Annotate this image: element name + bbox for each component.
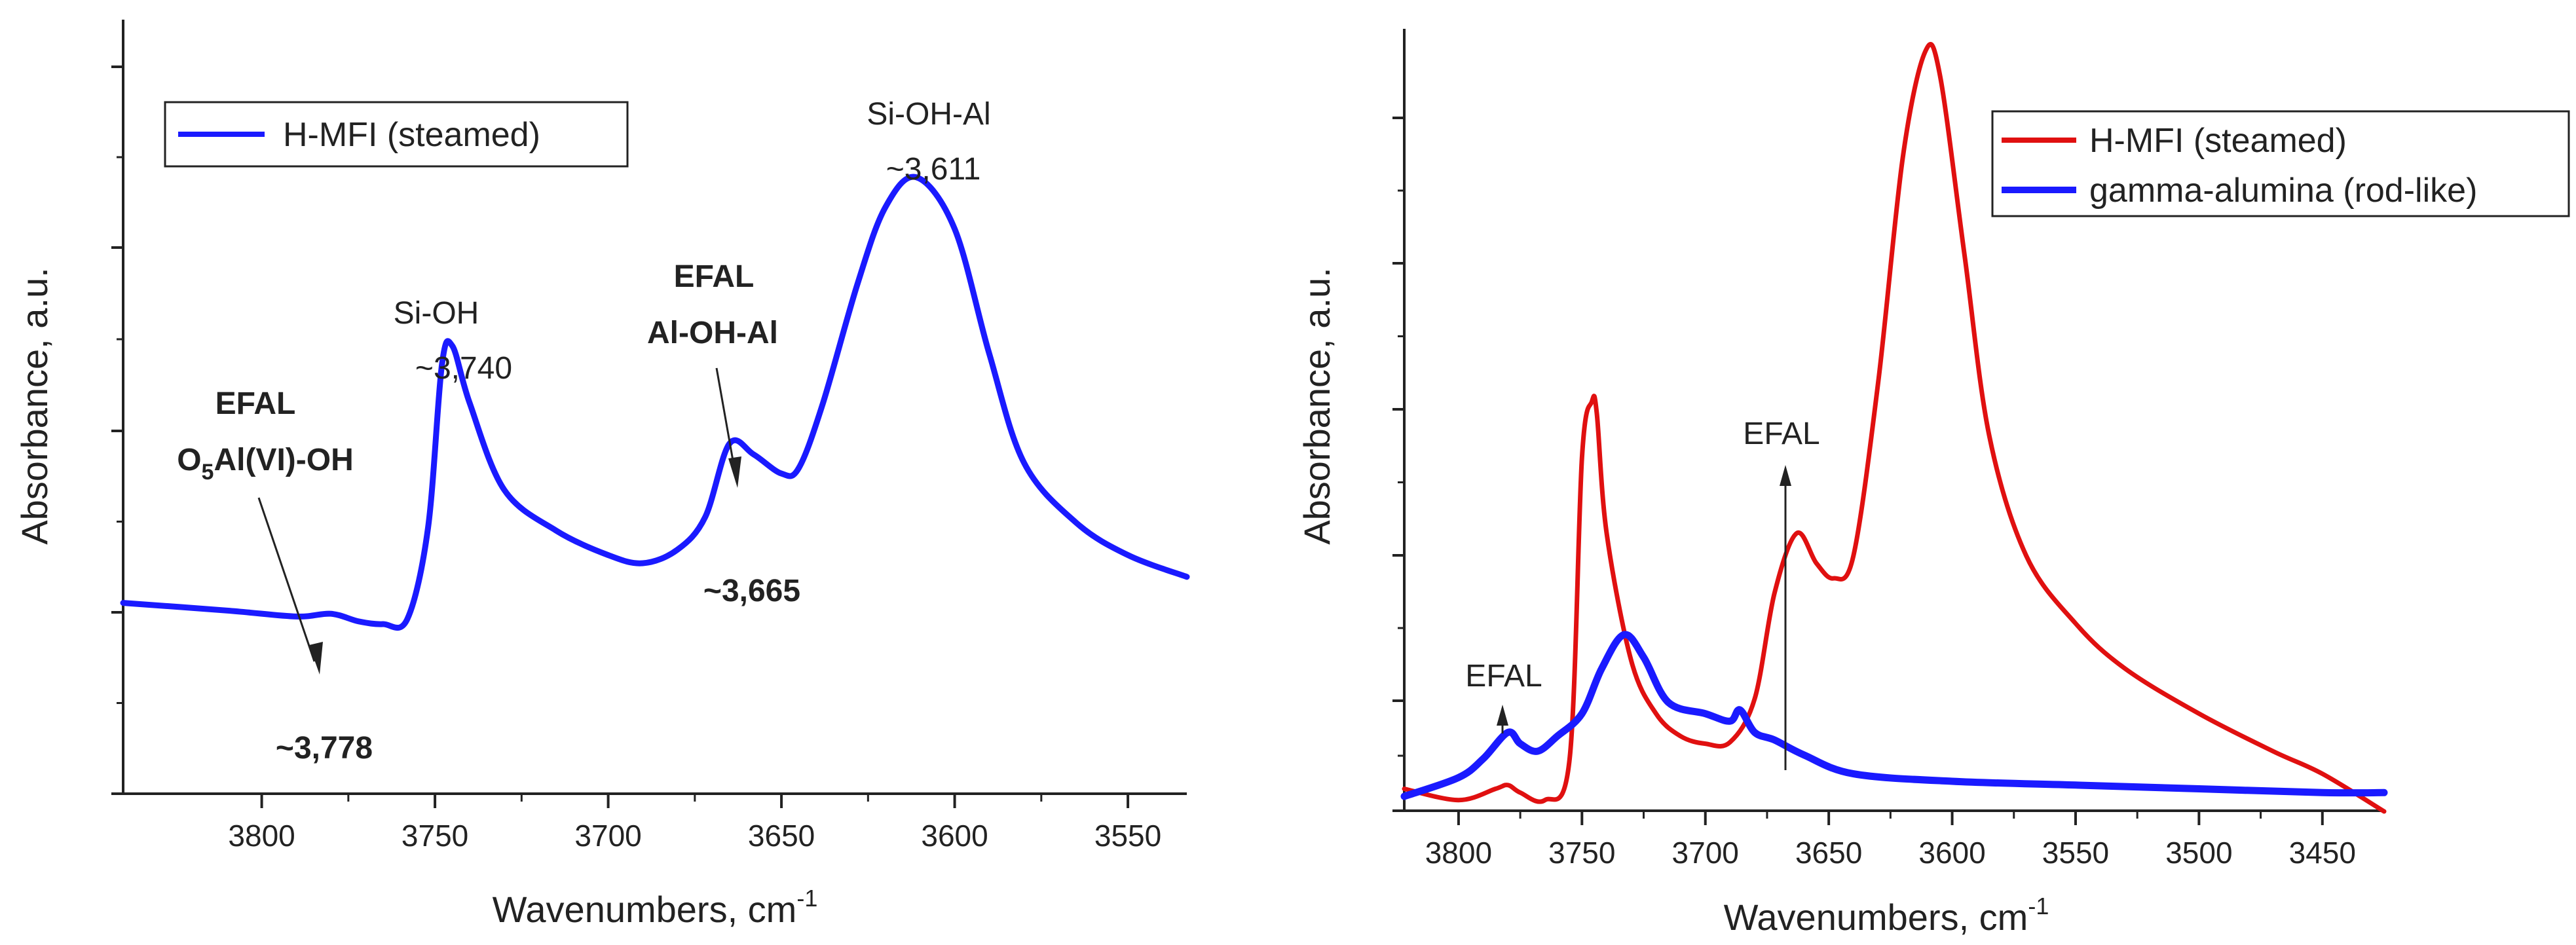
right-series-line-0 (1402, 42, 2387, 814)
left-x-tick-label: 3700 (574, 819, 641, 853)
right-legend: H-MFI (steamed) gamma-alumina (rod-like) (1991, 110, 2570, 217)
right-panel: 3800 3750 3700 3650 3600 3550 3500 3450 Absorba… (1296, 29, 2570, 938)
arrowhead-icon (1780, 465, 1791, 486)
right-x-tick-label: 3650 (1795, 836, 1862, 870)
left-x-tick-label: 3800 (228, 819, 295, 853)
annotation-efal-label: EFAL (1465, 659, 1542, 694)
arrowhead-icon (309, 642, 323, 675)
left-annotation-efal-aloh: EFAL Al-OH-Al (647, 259, 778, 488)
right-legend-label-alumina: gamma-alumina (rod-like) (2089, 172, 2477, 210)
left-annotation-3740: ~3,740 (415, 351, 512, 386)
right-x-tick-label: 3550 (2042, 836, 2109, 870)
left-annotation-efal-o5al: EFAL O5Al(VI)-OH (177, 386, 354, 675)
left-annotation-3611: ~3,611 (886, 152, 981, 187)
left-x-axis-title: Wavenumbers, cm-1 (493, 885, 818, 930)
right-legend-label-hmfi: H-MFI (steamed) (2089, 122, 2347, 160)
right-series-line-1 (1400, 631, 2388, 800)
annotation-aloh-label: Al-OH-Al (647, 316, 778, 350)
left-annotation-sioh: Si-OH (394, 296, 479, 331)
right-x-tick-label: 3600 (1918, 836, 1985, 870)
left-annotation-3778: ~3,778 (276, 731, 373, 766)
right-x-tick-label: 3500 (2165, 836, 2232, 870)
left-x-tick-label: 3750 (401, 819, 468, 853)
left-x-axis: 3800 3750 3700 3650 3600 3550 (123, 792, 1187, 853)
right-x-axis-title: Wavenumbers, cm-1 (1724, 893, 2049, 938)
annotation-arrow (257, 497, 316, 662)
left-x-tick-label: 3550 (1094, 819, 1161, 853)
left-y-axis-title: Absorbance, a.u. (14, 267, 55, 544)
right-y-axis-title: Absorbance, a.u. (1296, 267, 1337, 544)
annotation-efal-label: EFAL (674, 259, 755, 294)
left-y-axis (111, 20, 124, 795)
left-series-line-0 (120, 174, 1190, 631)
right-x-tick-label: 3450 (2289, 836, 2356, 870)
right-x-tick-label: 3800 (1425, 836, 1492, 870)
right-x-axis: 3800 3750 3700 3650 3600 3550 3500 3450 (1404, 809, 2384, 870)
left-annotation-sioal: Si-OH-Al (867, 97, 990, 132)
left-legend-label-hmfi: H-MFI (steamed) (283, 116, 540, 154)
left-annotation-3665: ~3,665 (703, 574, 800, 608)
annotation-o5al-label: O5Al(VI)-OH (177, 443, 354, 485)
left-panel: 3800 3750 3700 3650 3600 3550 Absorbance, a.u… (14, 20, 1190, 930)
left-x-tick-label: 3650 (748, 819, 815, 853)
right-x-tick-label: 3750 (1548, 836, 1615, 870)
arrowhead-icon (1497, 705, 1508, 726)
left-legend: H-MFI (steamed) (164, 101, 629, 168)
annotation-efal-label: EFAL (215, 386, 296, 421)
right-x-tick-label: 3700 (1672, 836, 1739, 870)
left-x-tick-label: 3600 (921, 819, 988, 853)
right-annotation-efal-1: EFAL (1465, 659, 1542, 733)
arrowhead-icon (728, 456, 741, 488)
annotation-arrow (715, 367, 736, 472)
right-y-axis (1392, 29, 1406, 812)
annotation-efal-label: EFAL (1743, 417, 1820, 451)
right-annotation-efal-2: EFAL (1743, 417, 1820, 770)
